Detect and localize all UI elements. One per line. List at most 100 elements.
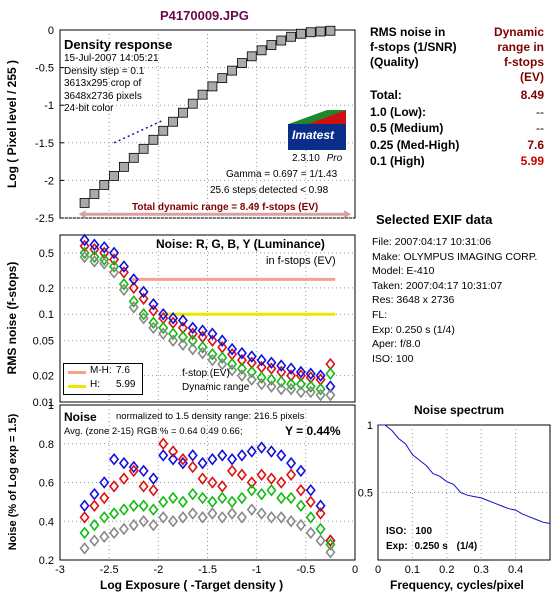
density-y-tick: 0 [48,25,54,37]
rms-marker-b [276,359,287,372]
spectrum-title: Noise spectrum [414,403,505,417]
spectrum-exp-value: 0.250 s [414,541,448,552]
rms-marker-b [99,240,110,254]
spectrum-y-tick: 0.5 [358,488,373,500]
pct-marker-b [118,456,129,470]
pct-marker-y [197,511,208,524]
rms-marker-r [187,327,198,340]
pct-marker-y [168,514,179,528]
rms-marker-y [266,380,277,393]
spectrum-x-tick: 0 [375,564,381,576]
rms-y-tick: 0.05 [33,336,54,348]
rms-marker-y [187,342,198,356]
pct-marker-g [177,495,188,509]
exif-line: FL: [372,308,388,321]
pct-marker-b [236,449,247,462]
dr-row: Total: 8.49 [370,87,544,104]
pct-marker-y [305,526,316,540]
rms-marker-g [177,330,188,344]
imatest-version-suffix: Pro [326,153,343,164]
density-info-line: Density step = 0.1 [64,65,145,77]
rms-marker-b [187,321,198,335]
rms-y-tick: 0.02 [33,371,54,383]
rms-marker-g [325,367,336,381]
pct-marker-r [227,464,238,478]
density-step-marker [109,170,119,181]
rms-marker-y [148,321,159,335]
density-y-tick: -1.5 [35,138,54,150]
pct-marker-y [236,511,247,524]
pct-marker-r [158,437,169,451]
rms-marker-y [158,327,169,340]
pct-marker-r [138,480,149,493]
rms-marker-b [295,365,306,379]
pct-marker-r [286,468,297,482]
pct-marker-y [266,511,277,524]
rms-marker-b [197,324,208,337]
rms-marker-g [89,250,100,264]
pct-marker-y [148,518,159,532]
spectrum-exp-frac: (1/4) [456,541,478,552]
pct-marker-r [148,483,159,497]
dr-label: Dynamic range [182,382,250,393]
rms-marker-r [118,266,129,279]
dr-row-label: 0.5 (Medium) [370,121,444,135]
density-step-marker [305,27,316,38]
rms-marker-g [266,373,277,386]
density-y-tick: -2.5 [35,213,54,225]
pct-marker-r [99,491,110,505]
density-step-marker [256,45,267,56]
rms-marker-b [168,311,179,325]
pct-marker-g [138,499,149,513]
density-step-marker [296,28,306,39]
rms-marker-g [138,307,149,321]
spectrum-exp-label: Exp: [386,541,408,552]
rms-y-tick: 0.5 [39,248,54,260]
pct-marker-y [315,534,326,547]
rms-marker-y [138,311,149,325]
pct-y-tick: 0.2 [39,555,54,567]
pct-marker-g [158,495,169,509]
noise-pct-title: Noise [64,410,97,424]
rms-marker-b [109,246,120,260]
spectrum-x-tick: 0.1 [405,564,420,576]
imatest-version: 2.3.10 Pro [292,153,342,164]
pct-marker-b [79,499,90,513]
pct-marker-g [118,503,129,516]
density-step-marker [158,125,169,136]
rms-y-tick: 0.1 [39,309,54,321]
rms-marker-y [207,353,218,367]
density-step-marker [99,180,110,190]
rms-marker-b [207,327,218,340]
main-xlabel: Log Exposure ( -Target density ) [100,578,284,592]
dr-header-right-line: range in [497,40,544,54]
pct-marker-r [79,511,90,524]
exif-line: Taken: 2007:04:17 10:31:07 [372,279,503,292]
pct-marker-g [276,491,287,505]
rms-marker-b [286,362,297,375]
exif-line: Model: E-410 [372,265,435,278]
density-step-marker [89,189,100,199]
rms-marker-y [325,388,336,402]
density-step-marker [325,25,336,36]
rms-marker-b [217,334,228,347]
spectrum-iso: ISO: 100 [386,526,432,537]
pct-marker-y [128,518,139,532]
imatest-version-number: 2.3.10 [292,153,320,164]
pct-marker-g [236,491,247,505]
noise-legend: M-H: 7.6 H: 5.99 [63,363,143,395]
pct-marker-r [118,472,129,485]
density-step-marker [138,143,149,154]
dr-row-value: -- [536,121,544,135]
pct-marker-r [187,460,198,474]
pct-marker-y [207,507,218,520]
spectrum-xlabel: Frequency, cycles/pixel [390,578,524,592]
pct-marker-g [286,491,297,505]
pct-marker-b [89,487,100,501]
dr-table-rows: Total: 8.49 1.0 (Low): -- 0.5 (Medium) -… [370,87,544,170]
imatest-logo-text: Imatest [292,128,335,142]
density-step-marker [237,58,247,68]
pct-y-tick: 0.8 [39,439,54,451]
